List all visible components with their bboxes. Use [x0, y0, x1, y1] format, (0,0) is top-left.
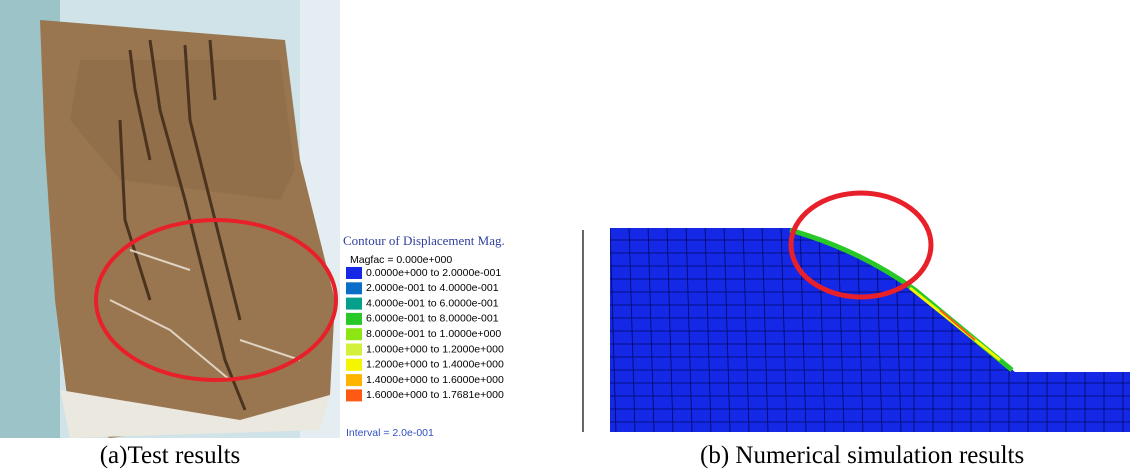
legend-swatch — [346, 313, 362, 325]
legend-swatch — [346, 374, 362, 386]
legend-swatch — [346, 328, 362, 340]
legend-swatch — [346, 267, 362, 279]
simulation-image — [610, 193, 1130, 432]
legend-label: 2.0000e-001 to 4.0000e-001 — [366, 282, 499, 294]
legend-label: 6.0000e-001 to 8.0000e-001 — [366, 313, 499, 325]
legend-label: 1.6000e+000 to 1.7681e+000 — [366, 389, 504, 401]
figure: Contour of Displacement Mag. Magfac = 0.… — [0, 0, 1130, 471]
legend-title: Contour of Displacement Mag. — [343, 233, 505, 248]
legend-swatch — [346, 344, 362, 356]
legend-label: 1.0000e+000 to 1.2000e+000 — [366, 343, 504, 355]
legend: Contour of Displacement Mag. Magfac = 0.… — [343, 233, 505, 439]
legend-label: 1.4000e+000 to 1.6000e+000 — [366, 374, 504, 386]
test-photo — [0, 0, 340, 438]
legend-magfac: Magfac = 0.000e+000 — [350, 254, 452, 266]
caption: (a)Test results — [100, 442, 241, 469]
legend-swatch — [346, 298, 362, 310]
legend-swatch — [346, 389, 362, 401]
legend-interval: Interval = 2.0e-001 — [346, 427, 434, 439]
figure-canvas: Contour of Displacement Mag. Magfac = 0.… — [0, 0, 1130, 471]
caption: (b) Numerical simulation results — [700, 442, 1024, 469]
legend-swatch — [346, 282, 362, 294]
legend-label: 1.2000e+000 to 1.4000e+000 — [366, 359, 504, 371]
legend-label: 4.0000e-001 to 6.0000e-001 — [366, 297, 499, 309]
legend-swatch — [346, 359, 362, 371]
legend-label: 8.0000e-001 to 1.0000e+000 — [366, 328, 501, 340]
legend-label: 0.0000e+000 to 2.0000e-001 — [366, 267, 501, 279]
